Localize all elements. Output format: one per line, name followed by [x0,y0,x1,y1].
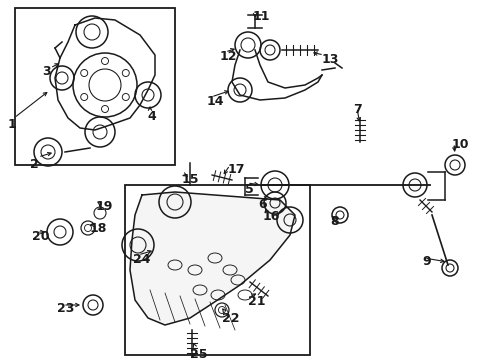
Text: 24: 24 [133,253,150,266]
Text: 17: 17 [228,163,245,176]
Text: 19: 19 [96,200,113,213]
Polygon shape [130,192,295,325]
Text: 6: 6 [258,198,267,211]
Text: 16: 16 [263,210,280,223]
Text: 2: 2 [30,158,39,171]
Text: 4: 4 [147,110,156,123]
Text: 22: 22 [222,312,240,325]
Text: 1: 1 [8,118,17,131]
Text: 14: 14 [207,95,224,108]
Text: 12: 12 [220,50,238,63]
Text: 18: 18 [90,222,107,235]
Text: 3: 3 [42,65,50,78]
Text: 15: 15 [182,173,199,186]
Text: 8: 8 [330,215,339,228]
Text: 7: 7 [353,103,362,116]
Text: 9: 9 [422,255,431,268]
Bar [15,8,175,165]
Text: 20: 20 [32,230,49,243]
Text: 10: 10 [452,138,469,151]
Text: 23: 23 [57,302,74,315]
Text: 11: 11 [253,10,270,23]
Text: 25: 25 [190,348,207,360]
Bar [125,185,310,355]
Text: 21: 21 [248,295,266,308]
Text: 13: 13 [322,53,340,66]
Text: 5: 5 [245,183,254,196]
